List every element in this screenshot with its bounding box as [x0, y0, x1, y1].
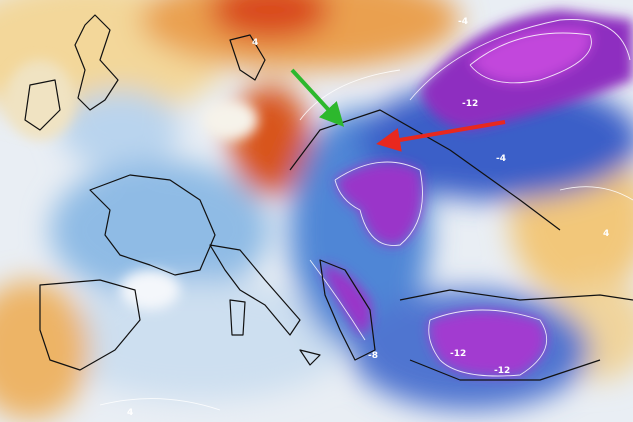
contour-label: -4	[458, 17, 468, 27]
contour-label: -12	[450, 349, 466, 359]
red-arrow	[376, 120, 506, 152]
contour-label: -4	[496, 154, 506, 164]
contour-labels: -4 -12 4 -4 -12 -12 -8 4 4	[127, 17, 609, 418]
contour-label: -12	[494, 366, 510, 376]
contour-label: -8	[368, 351, 378, 361]
green-arrow	[290, 68, 345, 127]
coastlines	[24, 14, 633, 381]
contour-label: 4	[603, 229, 609, 239]
contours	[99, 19, 633, 411]
contour-label: 4	[252, 38, 258, 48]
contour-label: -12	[462, 99, 478, 109]
contour-label: 4	[127, 408, 133, 418]
